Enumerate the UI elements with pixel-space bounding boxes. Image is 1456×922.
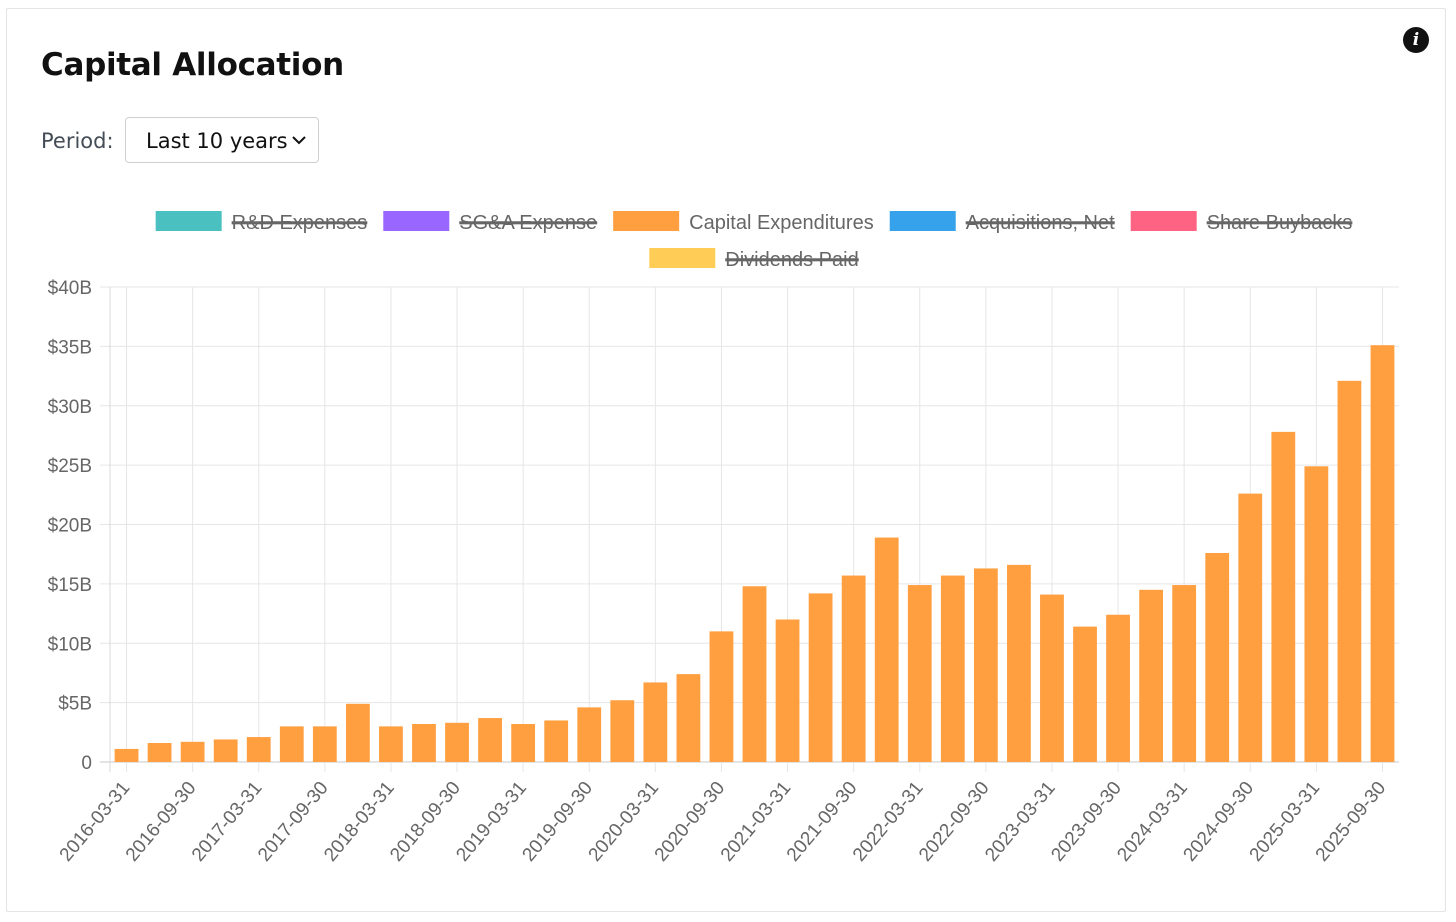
- legend-label: R&D Expenses: [232, 212, 368, 234]
- bar[interactable]: [973, 568, 998, 762]
- info-icon[interactable]: i: [1403, 27, 1429, 53]
- bar[interactable]: [246, 737, 271, 762]
- period-label: Period:: [41, 129, 114, 153]
- legend-swatch: [383, 211, 450, 231]
- bar[interactable]: [1139, 589, 1164, 762]
- legend-swatch: [649, 248, 716, 268]
- legend-label: Dividends Paid: [725, 249, 858, 271]
- y-tick-label: $40B: [48, 278, 92, 299]
- bar[interactable]: [709, 631, 734, 762]
- bar[interactable]: [1271, 431, 1296, 762]
- bar[interactable]: [1337, 380, 1362, 762]
- bar[interactable]: [312, 726, 337, 762]
- bar[interactable]: [841, 575, 866, 762]
- bar[interactable]: [1304, 466, 1329, 762]
- y-tick-label: $5B: [58, 694, 92, 715]
- bar[interactable]: [1106, 614, 1130, 762]
- bar[interactable]: [676, 674, 701, 762]
- bar[interactable]: [742, 586, 767, 762]
- bar[interactable]: [180, 741, 205, 762]
- y-tick-label: $25B: [48, 456, 92, 477]
- bar[interactable]: [577, 707, 602, 762]
- y-axis-ticks: 0 $5B $10B $15B $20B $25B $30B $35B $40B: [48, 278, 92, 774]
- bar[interactable]: [114, 748, 139, 762]
- legend-label: SG&A Expense: [459, 212, 597, 234]
- bar[interactable]: [511, 724, 536, 762]
- y-tick-label: $15B: [48, 575, 92, 596]
- bar[interactable]: [940, 575, 965, 762]
- chart-legend: R&D Expenses SG&A Expense Capital Expendit…: [155, 211, 1353, 271]
- legend-label: Share Buybacks: [1207, 212, 1353, 234]
- bar[interactable]: [1073, 626, 1097, 762]
- legend-item[interactable]: Share Buybacks: [1130, 211, 1353, 234]
- y-tick-label: $20B: [48, 516, 92, 537]
- period-select-value: Last 10 years: [146, 129, 288, 153]
- bar[interactable]: [1007, 564, 1031, 762]
- chevron-down-icon: [292, 136, 306, 145]
- legend-item[interactable]: R&D Expenses: [155, 211, 368, 234]
- bar-series-capital-expenditures: [114, 345, 1395, 763]
- bar[interactable]: [213, 739, 238, 762]
- legend-item[interactable]: Capital Expenditures: [613, 211, 874, 234]
- card-title: Capital Allocation: [41, 47, 344, 83]
- bar[interactable]: [907, 585, 932, 762]
- bar[interactable]: [610, 700, 635, 762]
- y-tick-label: $35B: [48, 337, 92, 358]
- bar[interactable]: [1040, 594, 1064, 762]
- bar[interactable]: [775, 619, 800, 763]
- bar[interactable]: [147, 743, 172, 762]
- legend-item[interactable]: Acquisitions, Net: [889, 211, 1115, 234]
- y-tick-label: 0: [81, 753, 92, 774]
- bar[interactable]: [412, 724, 436, 762]
- legend-label: Acquisitions, Net: [966, 212, 1115, 234]
- legend-item[interactable]: Dividends Paid: [649, 248, 859, 271]
- bar[interactable]: [279, 726, 304, 762]
- legend-swatch: [889, 211, 956, 231]
- legend-swatch: [155, 211, 222, 231]
- bar[interactable]: [1238, 493, 1263, 762]
- bar[interactable]: [478, 718, 502, 762]
- bar[interactable]: [643, 682, 668, 762]
- legend-label: Capital Expenditures: [689, 212, 874, 234]
- legend-swatch: [1130, 211, 1197, 231]
- bar[interactable]: [1370, 345, 1395, 762]
- bar[interactable]: [808, 593, 833, 762]
- bar[interactable]: [445, 722, 469, 762]
- x-axis-ticks: 2016-03-312016-09-302017-03-312017-09-30…: [56, 778, 1391, 866]
- y-tick-label: $10B: [48, 634, 92, 655]
- bar[interactable]: [1172, 585, 1197, 762]
- bar[interactable]: [379, 726, 403, 762]
- bar[interactable]: [874, 537, 899, 762]
- y-tick-label: $30B: [48, 397, 92, 418]
- legend-item[interactable]: SG&A Expense: [383, 211, 598, 234]
- legend-swatch: [613, 211, 680, 231]
- bar[interactable]: [345, 703, 370, 762]
- period-select[interactable]: Last 10 years: [125, 117, 319, 163]
- bar[interactable]: [1205, 553, 1230, 762]
- bar[interactable]: [544, 720, 569, 762]
